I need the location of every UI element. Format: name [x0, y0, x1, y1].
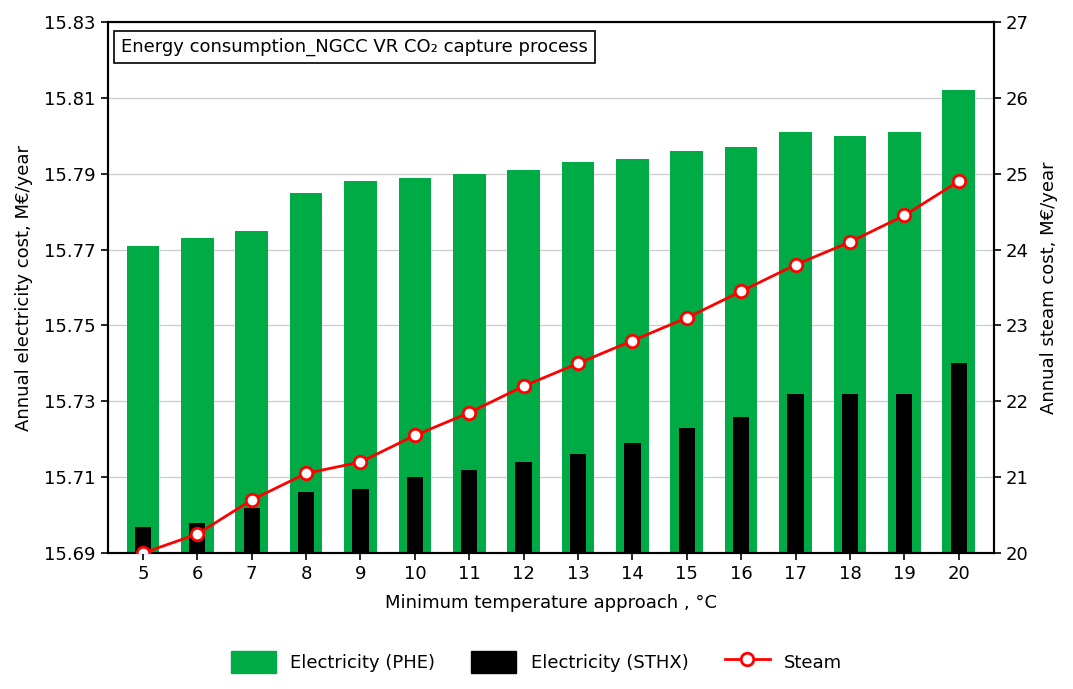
- Bar: [616, 158, 649, 689]
- Bar: [671, 151, 703, 689]
- Bar: [398, 178, 431, 689]
- Bar: [561, 163, 594, 689]
- Y-axis label: Annual electricity cost, M€/year: Annual electricity cost, M€/year: [15, 145, 33, 431]
- Bar: [189, 523, 205, 689]
- Bar: [352, 489, 369, 689]
- Bar: [896, 393, 912, 689]
- Bar: [779, 132, 812, 689]
- Bar: [942, 90, 975, 689]
- Bar: [888, 132, 921, 689]
- Bar: [344, 181, 377, 689]
- Bar: [235, 231, 268, 689]
- Bar: [842, 393, 858, 689]
- Bar: [407, 477, 423, 689]
- Bar: [461, 470, 477, 689]
- Bar: [788, 393, 804, 689]
- Bar: [453, 174, 486, 689]
- Bar: [244, 508, 260, 689]
- Bar: [733, 417, 749, 689]
- Y-axis label: Annual steam cost, M€/year: Annual steam cost, M€/year: [1040, 161, 1058, 414]
- Bar: [678, 428, 695, 689]
- X-axis label: Minimum temperature approach , °C: Minimum temperature approach , °C: [385, 594, 717, 612]
- Bar: [127, 246, 159, 689]
- Bar: [951, 363, 967, 689]
- Bar: [515, 462, 532, 689]
- Text: Energy consumption_NGCC VR CO₂ capture process: Energy consumption_NGCC VR CO₂ capture p…: [121, 38, 588, 56]
- Bar: [181, 238, 214, 689]
- Bar: [508, 170, 540, 689]
- Bar: [135, 526, 151, 689]
- Bar: [298, 493, 314, 689]
- Bar: [624, 443, 641, 689]
- Bar: [725, 147, 758, 689]
- Legend: Electricity (PHE), Electricity (STHX), Steam: Electricity (PHE), Electricity (STHX), S…: [223, 644, 850, 680]
- Bar: [290, 193, 322, 689]
- Bar: [570, 455, 586, 689]
- Bar: [834, 136, 866, 689]
